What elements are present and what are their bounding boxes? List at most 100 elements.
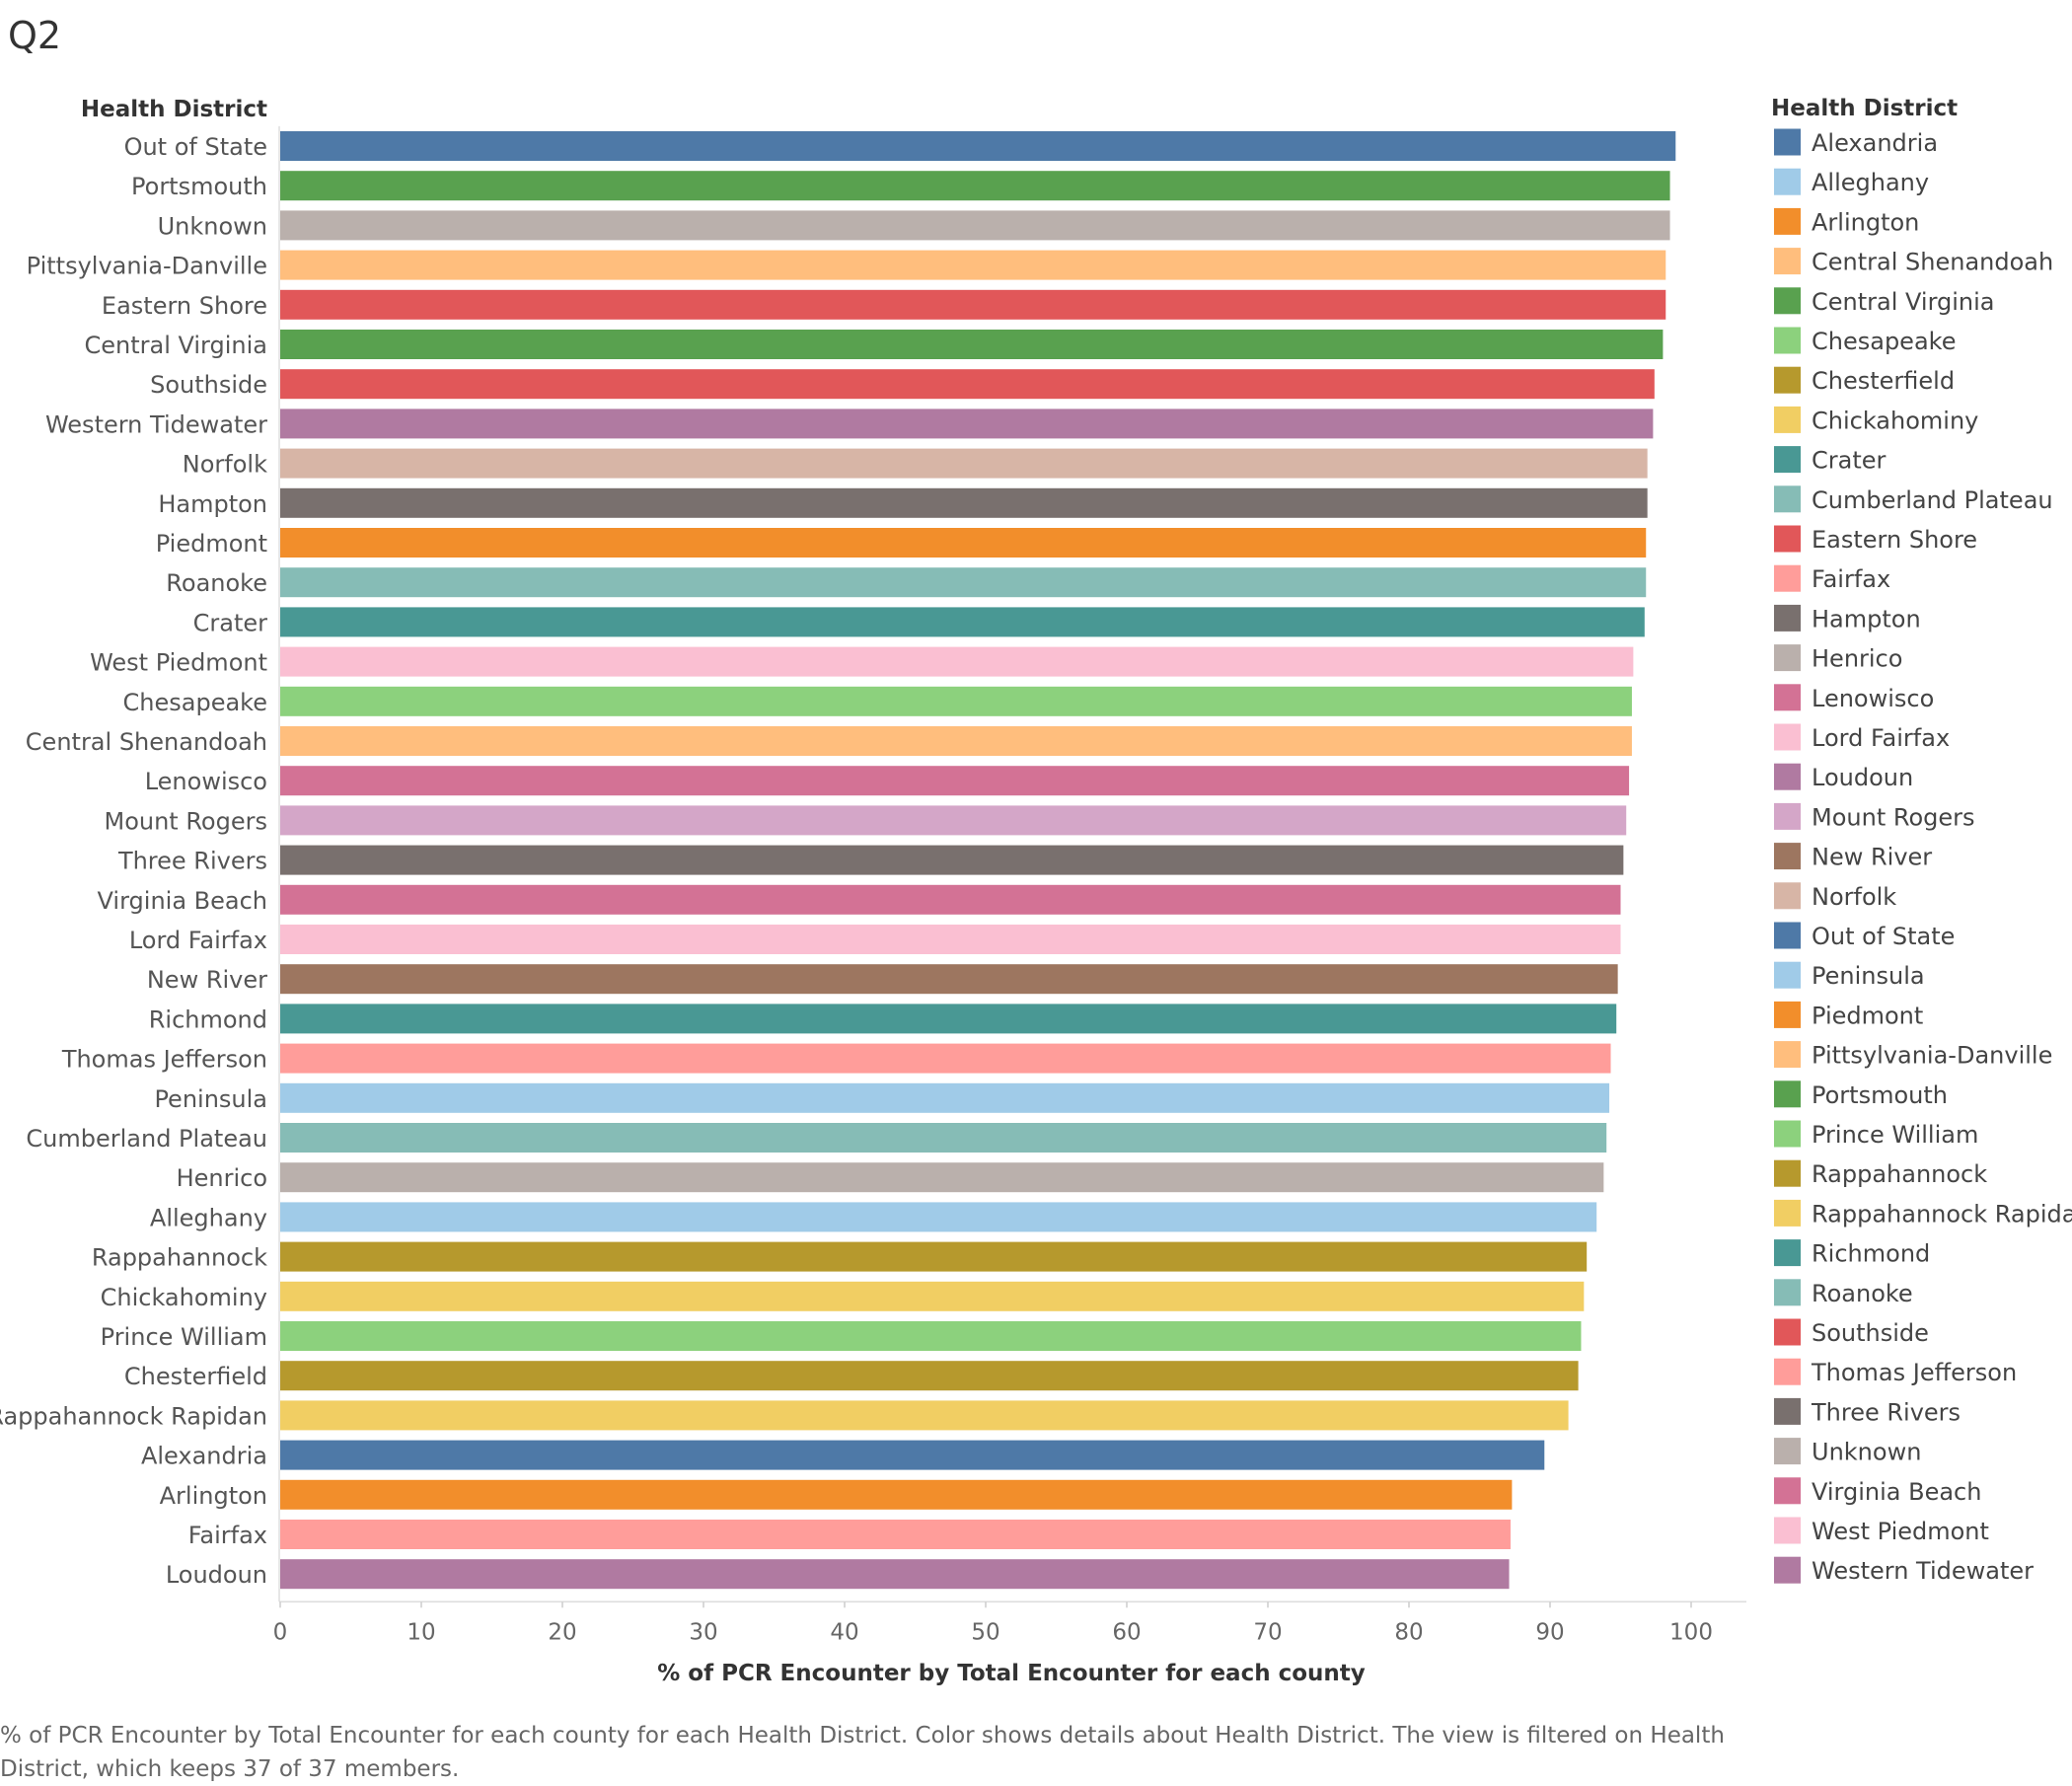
bar	[280, 925, 1621, 954]
bar	[280, 487, 1648, 518]
category-label: Rappahannock Rapidan	[0, 1402, 267, 1430]
plot-area: Out of State Portsmouth Unknown Pittsylvani…	[0, 125, 1746, 1645]
legend-label: Thomas Jefferson	[1811, 1359, 2017, 1386]
legend-label: Henrico	[1812, 645, 1902, 673]
x-tick-label: 70	[1253, 1619, 1282, 1645]
legend-swatch	[1774, 248, 1801, 275]
legend-label: Mount Rogers	[1812, 803, 1975, 831]
legend-label: New River	[1812, 844, 1932, 871]
legend-swatch	[1774, 525, 1801, 553]
x-tick-label: 50	[971, 1619, 999, 1645]
legend-label: Roanoke	[1812, 1280, 1913, 1307]
category-label: Eastern Shore	[102, 292, 267, 320]
category-label: Alleghany	[150, 1204, 267, 1231]
legend-label: Hampton	[1812, 605, 1921, 633]
legend-swatch	[1774, 1041, 1801, 1069]
bar	[280, 1321, 1582, 1351]
category-label: Chesterfield	[124, 1363, 267, 1390]
category-label: Chesapeake	[123, 689, 267, 716]
legend-label: Southside	[1812, 1319, 1929, 1347]
bar	[280, 766, 1630, 796]
category-label: Rappahannock	[92, 1244, 267, 1272]
category-label: Cumberland Plateau	[26, 1125, 267, 1153]
bar	[280, 1241, 1588, 1272]
x-tick-label: 10	[407, 1619, 435, 1645]
legend-label: Piedmont	[1812, 1002, 1923, 1029]
bar	[280, 1123, 1607, 1153]
category-label: New River	[147, 966, 267, 994]
legend-label: Lenowisco	[1812, 685, 1934, 712]
x-tick-label: 80	[1394, 1619, 1423, 1645]
bar	[280, 607, 1645, 637]
category-label: Out of State	[124, 133, 267, 161]
bar	[280, 528, 1647, 558]
category-label: Virginia Beach	[98, 887, 267, 915]
legend-label: Virginia Beach	[1812, 1478, 1981, 1506]
legend-label: Alexandria	[1812, 129, 1938, 157]
category-label: Lord Fairfax	[129, 927, 267, 954]
category-label: Hampton	[158, 490, 267, 518]
bar	[280, 805, 1627, 836]
bar	[280, 250, 1666, 280]
legend-label: Cumberland Plateau	[1812, 486, 2053, 514]
bar	[280, 210, 1670, 241]
legend-swatch	[1774, 1080, 1801, 1108]
category-label: Unknown	[158, 212, 267, 240]
legend-label: Norfolk	[1812, 883, 1896, 911]
legend-swatch	[1774, 1279, 1801, 1306]
bar	[280, 330, 1664, 359]
category-label: Chickahominy	[101, 1284, 267, 1311]
legend-swatch	[1774, 406, 1801, 433]
legend-swatch	[1774, 1239, 1801, 1267]
bar	[280, 1479, 1513, 1510]
bar	[280, 289, 1666, 320]
category-label: Crater	[193, 609, 268, 636]
legend-swatch	[1774, 287, 1801, 315]
legend-swatch	[1774, 961, 1801, 989]
sheet-title: Q2	[8, 14, 62, 57]
legend-label: Unknown	[1812, 1439, 1921, 1466]
legend-swatch	[1774, 1438, 1801, 1465]
category-label: Alexandria	[141, 1443, 267, 1470]
legend-swatch	[1774, 644, 1801, 672]
bar	[280, 646, 1634, 677]
x-tick-label: 30	[689, 1619, 717, 1645]
bar	[280, 1082, 1610, 1113]
legend-label: Richmond	[1812, 1240, 1930, 1268]
legend-swatch	[1774, 1556, 1801, 1584]
bar	[280, 1202, 1597, 1232]
bar	[280, 1400, 1569, 1431]
bar	[280, 726, 1632, 756]
legend-label: Out of State	[1812, 923, 1955, 950]
category-label: Arlington	[160, 1482, 267, 1510]
legend-swatch	[1774, 564, 1801, 592]
category-label: Portsmouth	[131, 173, 267, 200]
bar	[280, 448, 1648, 479]
legend-swatch	[1774, 604, 1801, 632]
legend-swatch	[1774, 128, 1801, 156]
category-label: Prince William	[101, 1323, 267, 1351]
category-label: Richmond	[149, 1005, 267, 1033]
legend-swatch	[1774, 684, 1801, 711]
category-label: Norfolk	[183, 451, 267, 479]
bar	[280, 845, 1624, 875]
bar	[280, 369, 1655, 400]
bar	[280, 1043, 1611, 1074]
bar	[280, 1162, 1604, 1193]
legend-swatch	[1774, 1120, 1801, 1148]
legend-label: Crater	[1812, 447, 1887, 475]
bar	[280, 409, 1654, 439]
legend-label: Central Virginia	[1812, 288, 1995, 316]
x-tick-label: 20	[548, 1619, 576, 1645]
legend-label: West Piedmont	[1812, 1518, 1989, 1545]
category-label: West Piedmont	[90, 649, 267, 677]
legend-title: Health District	[1771, 96, 1958, 121]
legend-label: Rappahannock Rapidan	[1812, 1200, 2072, 1228]
legend-swatch	[1774, 366, 1801, 394]
bar	[280, 964, 1618, 995]
legend-swatch	[1774, 1397, 1801, 1425]
category-label: Mount Rogers	[104, 807, 267, 835]
legend-label: Rappahannock	[1812, 1160, 1987, 1188]
legend-swatch	[1774, 882, 1801, 910]
legend-swatch	[1774, 723, 1801, 751]
